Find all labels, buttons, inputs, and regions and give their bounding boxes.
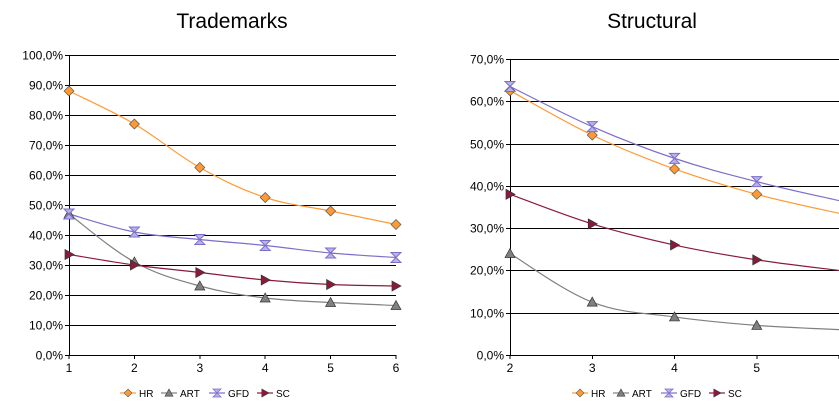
legend-marker-gfd xyxy=(664,388,674,398)
y-tick-label: 20,0% xyxy=(29,289,63,303)
chart-trademarks: Trademarks 0,0% 10,0% 20,0% 30,0% 40,0% 50,0%… xyxy=(22,10,403,400)
data-point-hr xyxy=(259,192,271,203)
data-point-hr xyxy=(325,205,337,217)
y-tick-label: 60,0% xyxy=(29,169,63,183)
y-tick-label: 40,0% xyxy=(29,229,63,243)
data-point-sc xyxy=(326,278,337,291)
y-tick-label: 80,0% xyxy=(29,109,63,123)
legend-label-art: ART xyxy=(632,389,652,400)
series-line-art xyxy=(68,213,397,307)
x-tick-label: 6 xyxy=(393,361,400,375)
data-point-art xyxy=(194,280,206,291)
data-point-art xyxy=(325,296,337,307)
data-point-gfd xyxy=(503,80,517,92)
series-line-hr xyxy=(509,90,839,214)
chart-title: Structural xyxy=(607,10,697,33)
y-tick-label: 60,0% xyxy=(470,95,504,109)
series-line-gfd xyxy=(68,213,397,259)
data-point-hr xyxy=(751,188,763,200)
data-point-sc xyxy=(505,188,516,200)
data-point-hr xyxy=(669,163,680,175)
legend-marker-art xyxy=(164,388,174,397)
x-tick-label: 1 xyxy=(66,361,73,375)
y-tick-label: 20,0% xyxy=(470,264,504,278)
data-point-gfd xyxy=(324,247,337,259)
data-point-art xyxy=(390,299,402,310)
y-tick-label: 30,0% xyxy=(470,222,504,236)
legend-label-sc: SC xyxy=(728,389,742,400)
data-point-gfd xyxy=(62,208,76,220)
series-line-gfd xyxy=(509,85,839,202)
y-tick-label: 50,0% xyxy=(29,199,63,213)
data-point-sc xyxy=(391,280,402,292)
data-point-art xyxy=(751,319,763,330)
legend-marker-hr xyxy=(123,388,133,398)
chart-structural: Structural 0,0% 10,0% 20,0% 30,0% 40,0% 50,0%… xyxy=(470,10,839,400)
data-point-gfd xyxy=(258,240,272,251)
chart-title: Trademarks xyxy=(176,10,287,33)
series-line-hr xyxy=(68,90,397,226)
data-point-art xyxy=(259,292,271,303)
data-point-hr xyxy=(63,85,75,97)
data-point-art xyxy=(586,296,598,307)
y-tick-label: 10,0% xyxy=(470,307,504,321)
legend-marker-hr xyxy=(575,388,585,398)
data-point-gfd xyxy=(668,152,681,164)
data-point-gfd xyxy=(128,226,141,238)
legend-marker-sc xyxy=(713,388,722,398)
data-point-sc xyxy=(64,248,75,261)
legend-label-art: ART xyxy=(180,389,200,400)
data-point-hr xyxy=(390,219,402,230)
data-point-gfd xyxy=(586,121,599,133)
data-point-hr xyxy=(586,129,598,141)
legend-label-gfd: GFD xyxy=(680,389,701,400)
x-tick-label: 3 xyxy=(196,361,203,375)
data-point-sc xyxy=(587,218,598,230)
data-point-sc xyxy=(670,239,681,251)
data-point-hr xyxy=(194,162,206,173)
y-tick-label: 70,0% xyxy=(29,139,63,153)
data-point-sc xyxy=(195,266,206,279)
y-tick-label: 0,0% xyxy=(477,349,505,363)
y-tick-label: 70,0% xyxy=(470,53,504,67)
x-tick-label: 4 xyxy=(262,361,269,375)
x-tick-label: 4 xyxy=(671,361,678,375)
x-tick-label: 2 xyxy=(131,361,138,375)
data-point-sc xyxy=(260,274,271,286)
y-tick-label: 0,0% xyxy=(36,349,64,363)
data-point-hr xyxy=(128,118,140,130)
data-point-gfd xyxy=(389,252,403,263)
data-point-art xyxy=(504,247,516,258)
x-tick-label: 3 xyxy=(589,361,596,375)
x-tick-label: 5 xyxy=(327,361,334,375)
y-tick-label: 90,0% xyxy=(29,79,63,93)
data-point-sc xyxy=(752,254,763,266)
legend-label-gfd: GFD xyxy=(228,389,249,400)
x-tick-label: 5 xyxy=(753,361,760,375)
y-tick-label: 30,0% xyxy=(29,259,63,273)
legend-marker-sc xyxy=(261,388,270,398)
legend-label-hr: HR xyxy=(591,389,605,400)
x-tick-label: 2 xyxy=(507,361,514,375)
series-line-sc xyxy=(509,193,839,272)
legend: HR ART GFD SC xyxy=(120,388,290,400)
series-line-sc xyxy=(68,253,397,287)
y-tick-label: 10,0% xyxy=(29,319,63,333)
data-point-gfd xyxy=(193,234,207,245)
y-tick-label: 100,0% xyxy=(22,49,63,63)
legend-label-sc: SC xyxy=(276,389,290,400)
y-tick-label: 40,0% xyxy=(470,180,504,194)
legend-marker-gfd xyxy=(212,388,222,398)
data-point-art xyxy=(668,311,681,322)
data-point-sc xyxy=(130,259,141,271)
legend-label-hr: HR xyxy=(139,389,153,400)
legend: HR ART GFD SC xyxy=(572,388,742,400)
data-point-gfd xyxy=(750,176,763,188)
legend-marker-art xyxy=(616,388,626,397)
y-tick-label: 50,0% xyxy=(470,138,504,152)
